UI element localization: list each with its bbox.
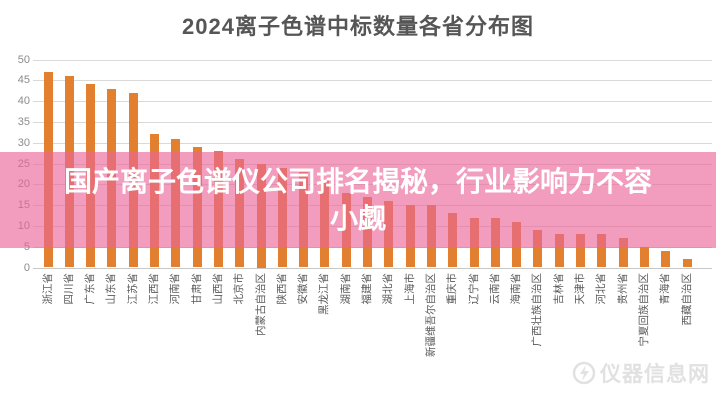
bar xyxy=(554,234,564,268)
bar xyxy=(639,246,649,268)
watermark-text: 仪器信息网 xyxy=(600,363,710,386)
x-axis-label: 福建省 xyxy=(361,273,373,305)
x-axis-label: 辽宁省 xyxy=(467,273,480,305)
watermark-logo-icon xyxy=(572,361,596,385)
x-axis-label: 陕西省 xyxy=(275,273,288,305)
x-axis-label: 江苏省 xyxy=(126,273,139,305)
x-axis-label: 吉林省 xyxy=(552,273,565,305)
x-axis-label: 安徽省 xyxy=(297,273,310,305)
gridline xyxy=(33,142,712,144)
x-axis-label: 北京市 xyxy=(233,273,246,305)
bar xyxy=(576,234,585,268)
x-axis-label: 云南省 xyxy=(488,273,501,305)
y-tick-label: 50 xyxy=(17,53,30,66)
y-tick-label: 30 xyxy=(17,136,30,149)
headline-text-line1: 国产离子色谱仪公司排名揭秘，行业影响力不容 xyxy=(63,166,652,197)
headline-text-line2: 小觑 xyxy=(329,203,386,234)
x-axis-label: 江西省 xyxy=(148,273,160,305)
gridline xyxy=(33,121,712,123)
headline-overlay: 国产离子色谱仪公司排名揭秘，行业影响力不容 小觑 xyxy=(0,152,716,248)
x-axis-label: 山西省 xyxy=(211,273,224,305)
x-axis-label: 四川省 xyxy=(62,273,75,305)
x-axis-label: 甘肃省 xyxy=(190,273,203,305)
gridline xyxy=(33,59,712,61)
x-axis-line xyxy=(33,267,712,269)
x-axis-label: 黑龙江省 xyxy=(318,273,331,315)
y-tick-label: 35 xyxy=(17,115,30,128)
bar xyxy=(533,230,543,268)
y-tick-label: 45 xyxy=(17,74,30,87)
x-axis-label: 河南省 xyxy=(169,273,182,305)
bar xyxy=(682,259,692,268)
watermark: 仪器信息网 xyxy=(572,358,710,388)
x-axis-label: 浙江省 xyxy=(41,273,54,305)
bar xyxy=(618,238,628,268)
x-axis-label: 上海市 xyxy=(403,273,416,305)
x-axis-label: 广西壮族自治区 xyxy=(531,273,544,347)
bar xyxy=(597,234,607,268)
x-axis-label: 湖南省 xyxy=(339,273,352,305)
x-axis-label: 海南省 xyxy=(510,273,523,305)
x-axis-label: 湖北省 xyxy=(382,273,395,305)
x-axis-label: 内蒙古自治区 xyxy=(254,273,267,336)
chart-title: 2024离子色谱中标数量各省分布图 xyxy=(182,14,534,39)
gridline xyxy=(33,80,712,82)
x-axis-label: 广东省 xyxy=(84,273,97,305)
x-axis-label: 山东省 xyxy=(105,273,118,305)
y-tick-label: 0 xyxy=(23,261,30,274)
gridline xyxy=(33,101,712,103)
x-axis-label: 新疆维吾尔自治区 xyxy=(424,273,437,357)
y-tick-label: 40 xyxy=(17,95,30,108)
x-axis-label: 重庆市 xyxy=(446,273,459,305)
bar xyxy=(661,250,671,268)
